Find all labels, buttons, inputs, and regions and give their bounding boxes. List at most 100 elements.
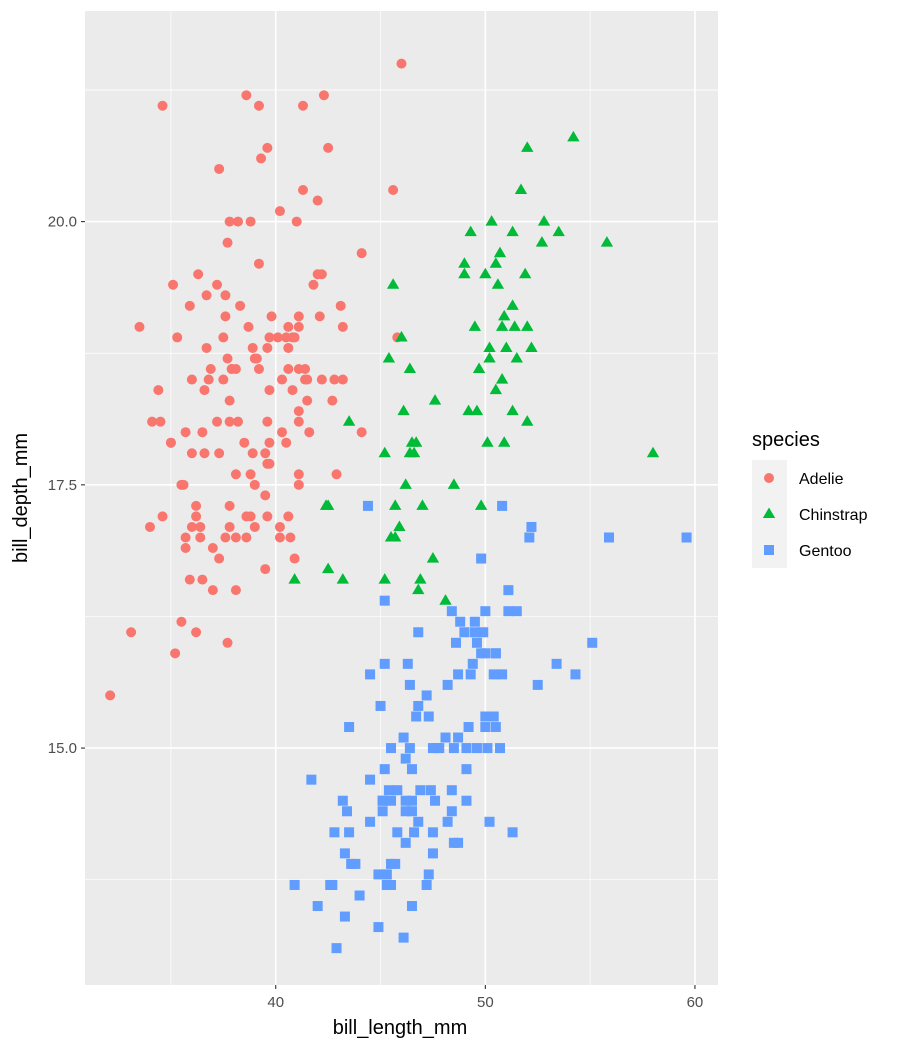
gentoo-point [446, 806, 457, 817]
adelie-point [277, 374, 288, 385]
adelie-point [224, 416, 235, 427]
chinstrap-point [403, 446, 417, 458]
adelie-point [249, 521, 260, 532]
adelie-point [274, 521, 285, 532]
adelie-point [247, 448, 258, 459]
gentoo-point [463, 722, 474, 733]
gentoo-point [392, 785, 403, 796]
axes: 40 50 60 15.0 17.5 20.0 [48, 214, 703, 1011]
gentoo-point [480, 722, 491, 733]
y-axis-title: bill_depth_mm [10, 433, 32, 563]
gentoo-point [411, 711, 422, 722]
gentoo-point [337, 795, 348, 806]
panel-background [85, 11, 718, 985]
gentoo-point [570, 669, 581, 680]
gentoo-point [289, 879, 300, 890]
gentoo-point [484, 816, 495, 827]
adelie-point [176, 616, 187, 627]
adelie-point [197, 574, 208, 585]
gentoo-point [440, 732, 451, 743]
adelie-point [197, 427, 208, 438]
adelie-point [214, 163, 225, 174]
gentoo-point [406, 795, 417, 806]
gentoo-point [430, 795, 441, 806]
adelie-point [186, 448, 197, 459]
adelie-point [233, 416, 244, 427]
gentoo-point [339, 848, 350, 859]
adelie-point [201, 290, 212, 301]
adelie-point [186, 374, 197, 385]
adelie-point [356, 427, 367, 438]
chinstrap-point [470, 404, 484, 416]
gentoo-point [331, 943, 342, 954]
chinstrap-point [336, 573, 349, 584]
adelie-point [105, 690, 116, 701]
gentoo-point [406, 764, 417, 775]
gentoo-point [404, 743, 415, 754]
adelie-point [218, 332, 229, 343]
gentoo-point [386, 795, 397, 806]
adelie-point [264, 332, 275, 343]
adelie-point [241, 511, 252, 522]
gentoo-point [469, 616, 480, 627]
chinstrap-point [414, 573, 427, 584]
adelie-point [293, 311, 304, 322]
adelie-point [302, 374, 313, 385]
gentoo-point [344, 827, 355, 838]
adelie-point [199, 385, 210, 396]
adelie-point [220, 311, 231, 322]
adelie-point [316, 269, 327, 280]
gentoo-point [400, 837, 411, 848]
gentoo-point [471, 637, 482, 648]
gentoo-point [490, 722, 501, 733]
gentoo-point [446, 785, 457, 796]
adelie-point [253, 364, 264, 375]
adelie-point [297, 185, 308, 196]
legend: species Adelie Chinstrap Gentoo [752, 429, 868, 568]
legend-key-adelie [764, 473, 774, 483]
chinstrap-point [483, 341, 496, 352]
adelie-point [329, 374, 340, 385]
adelie-point [283, 511, 294, 522]
chinstrap-point [600, 236, 614, 247]
chinstrap-point [428, 394, 442, 405]
chinstrap-point [389, 530, 402, 542]
adelie-point [157, 511, 168, 522]
chinstrap-point [506, 299, 519, 310]
gentoo-point [421, 879, 432, 890]
chinstrap-point [567, 130, 580, 142]
y-tick-label: 20.0 [48, 214, 77, 231]
gentoo-point [503, 606, 514, 617]
gentoo-point [497, 500, 508, 511]
gentoo-point [413, 700, 424, 711]
chinstrap-point [498, 436, 511, 447]
gentoo-point [425, 785, 436, 796]
adelie-point [260, 448, 271, 459]
gentoo-point [461, 743, 472, 754]
gentoo-point [404, 679, 415, 690]
adelie-point [191, 511, 202, 522]
chinstrap-point [378, 573, 391, 584]
adelie-point [224, 521, 235, 532]
chinstrap-point [321, 499, 335, 510]
gentoo-point [306, 774, 317, 785]
gentoo-point [442, 816, 453, 827]
x-tick-label: 60 [687, 994, 704, 1011]
adelie-point [220, 532, 231, 543]
chinstrap-point [500, 341, 513, 352]
adelie-point [272, 332, 283, 343]
adelie-point [180, 427, 191, 438]
adelie-point [195, 532, 206, 543]
chinstrap-point [493, 246, 507, 258]
adelie-point [264, 385, 275, 396]
chinstrap-point [491, 278, 505, 289]
gentoo-point [532, 679, 543, 690]
adelie-point [157, 100, 168, 111]
gentoo-point [488, 711, 499, 722]
plot-panel [85, 11, 718, 985]
adelie-point [281, 437, 292, 448]
gentoo-point [507, 827, 518, 838]
legend-key-chinstrap [762, 507, 776, 519]
gentoo-point [495, 743, 506, 754]
adelie-point [245, 216, 256, 227]
